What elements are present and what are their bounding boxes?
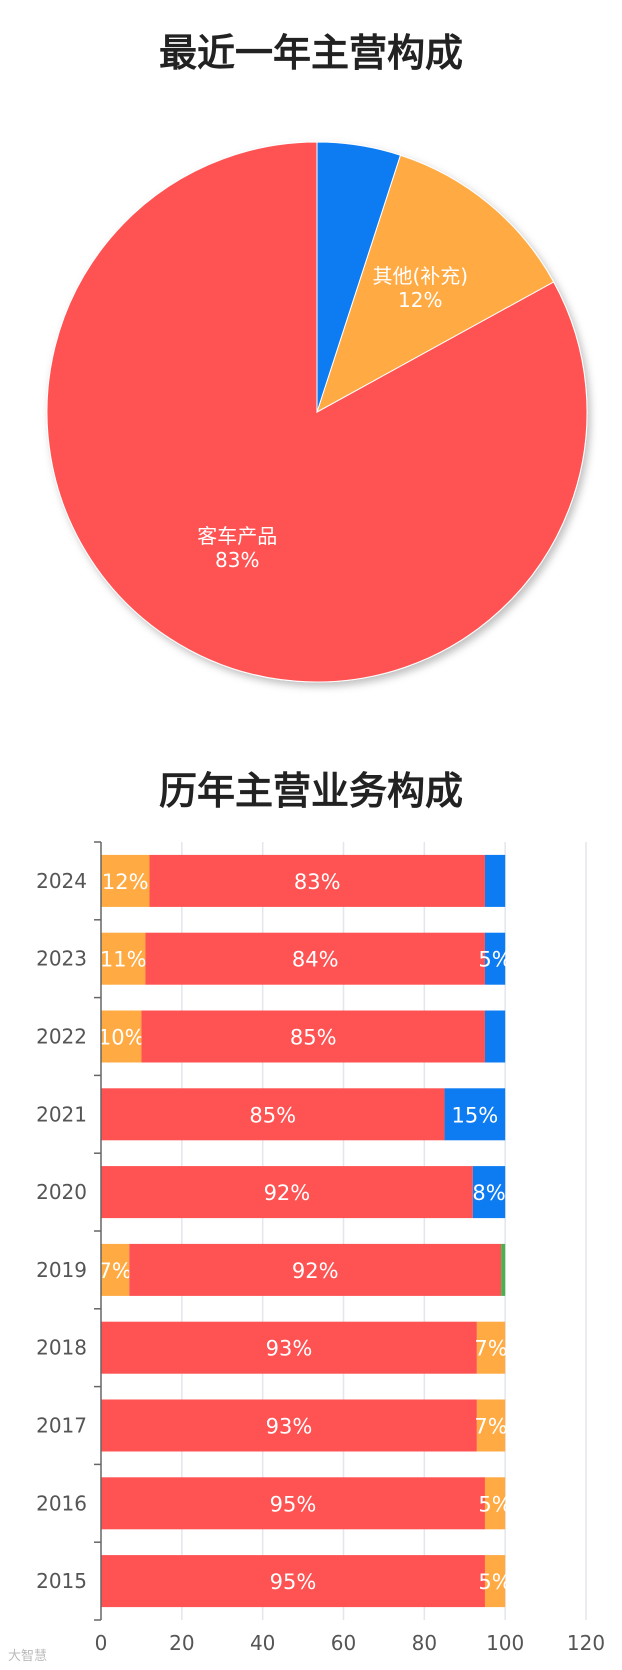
bar-label-2022-1: 85% [290, 1026, 337, 1050]
bar-label-2020-0: 92% [264, 1181, 311, 1205]
bar-segment-2017-0 [101, 1399, 477, 1452]
stacked-bar-chart: 12% 83% 11% 84% 5% 10% 85% 85% 15% 92% 8% 7% 92% 93% 7… [36, 841, 605, 1655]
bar-label-2015-1: 5% [478, 1570, 511, 1594]
bar-segment-2024-1 [149, 854, 485, 907]
bar-segment-2021-0 [101, 1088, 445, 1141]
bar-segment-2020-1 [472, 1166, 506, 1219]
bar-label-2019-1: 92% [292, 1259, 339, 1283]
pie-slice-value-0: 83% [215, 548, 259, 572]
bar-segment-2022-2 [484, 1010, 506, 1063]
bar-segment-2019-0 [101, 1243, 130, 1296]
bar-segment-2019-1 [129, 1243, 502, 1296]
bar-segment-2023-1 [145, 932, 485, 985]
bar-segment-2015-0 [101, 1555, 485, 1608]
y-tick-label-2018: 2018 [36, 1336, 87, 1360]
y-tick-label-2021: 2021 [36, 1102, 87, 1126]
bar-label-2022-0: 10% [98, 1026, 145, 1050]
bar-label-2024-1: 83% [294, 870, 341, 894]
x-tick-label-100: 100 [486, 1631, 524, 1655]
bar-label-2016-1: 5% [478, 1492, 511, 1516]
bar-segment-2023-2 [484, 932, 506, 985]
bar-label-2021-1: 15% [452, 1103, 499, 1127]
bar-segment-2021-1 [444, 1088, 506, 1141]
bar-segment-2024-0 [101, 854, 150, 907]
x-tick-label-40: 40 [250, 1631, 275, 1655]
pie-slice-label-1: 其他(补充) [372, 264, 468, 288]
x-tick-label-80: 80 [412, 1631, 437, 1655]
bar-label-2024-0: 12% [102, 870, 149, 894]
y-tick-label-2023: 2023 [36, 947, 87, 971]
bar-segment-2018-1 [476, 1321, 506, 1374]
x-tick-label-60: 60 [331, 1631, 356, 1655]
bar-label-2018-1: 7% [474, 1337, 507, 1361]
bar-label-2023-1: 84% [292, 948, 339, 972]
pie-chart-title: 最近一年主营构成 [158, 30, 463, 75]
pie-slice-value-1: 12% [398, 288, 442, 312]
pie-slice-label-0: 客车产品 [197, 524, 277, 548]
bar-label-2019-0: 7% [98, 1259, 131, 1283]
bar-segment-2016-1 [484, 1477, 506, 1530]
bar-segment-2015-1 [484, 1555, 506, 1608]
bar-segment-2019-2 [501, 1243, 506, 1296]
bar-label-2018-0: 93% [266, 1337, 313, 1361]
bar-segment-2023-0 [101, 932, 146, 985]
y-tick-label-2022: 2022 [36, 1025, 87, 1049]
x-tick-label-20: 20 [169, 1631, 194, 1655]
bar-segment-2024-2 [484, 854, 506, 907]
bar-segment-2020-0 [101, 1166, 473, 1219]
bar-chart-title: 历年主营业务构成 [158, 768, 463, 813]
bar-segment-2022-0 [101, 1010, 142, 1063]
bar-label-2023-2: 5% [478, 948, 511, 972]
bar-segment-2017-1 [476, 1399, 506, 1452]
y-tick-label-2015: 2015 [36, 1569, 87, 1593]
bar-label-2023-0: 11% [100, 948, 147, 972]
bar-segment-2016-0 [101, 1477, 485, 1530]
y-tick-label-2016: 2016 [36, 1491, 87, 1515]
pie-slice-1 [316, 154, 555, 414]
x-tick-label-120: 120 [567, 1631, 605, 1655]
bar-segment-2022-1 [141, 1010, 485, 1063]
y-tick-label-2024: 2024 [36, 869, 87, 893]
bar-label-2017-1: 7% [474, 1415, 507, 1439]
bar-label-2015-0: 95% [270, 1570, 317, 1594]
y-tick-label-2017: 2017 [36, 1414, 87, 1438]
y-tick-label-2019: 2019 [36, 1258, 87, 1282]
pie-slice-2 [316, 141, 402, 413]
bar-segment-2018-0 [101, 1321, 477, 1374]
bar-label-2016-0: 95% [270, 1492, 317, 1516]
bar-label-2020-1: 8% [472, 1181, 505, 1205]
bar-label-2017-0: 93% [266, 1415, 313, 1439]
x-tick-label-0: 0 [95, 1631, 108, 1655]
y-tick-label-2020: 2020 [36, 1180, 87, 1204]
watermark: 大智慧 [8, 1649, 48, 1664]
bar-label-2021-0: 85% [249, 1103, 296, 1127]
